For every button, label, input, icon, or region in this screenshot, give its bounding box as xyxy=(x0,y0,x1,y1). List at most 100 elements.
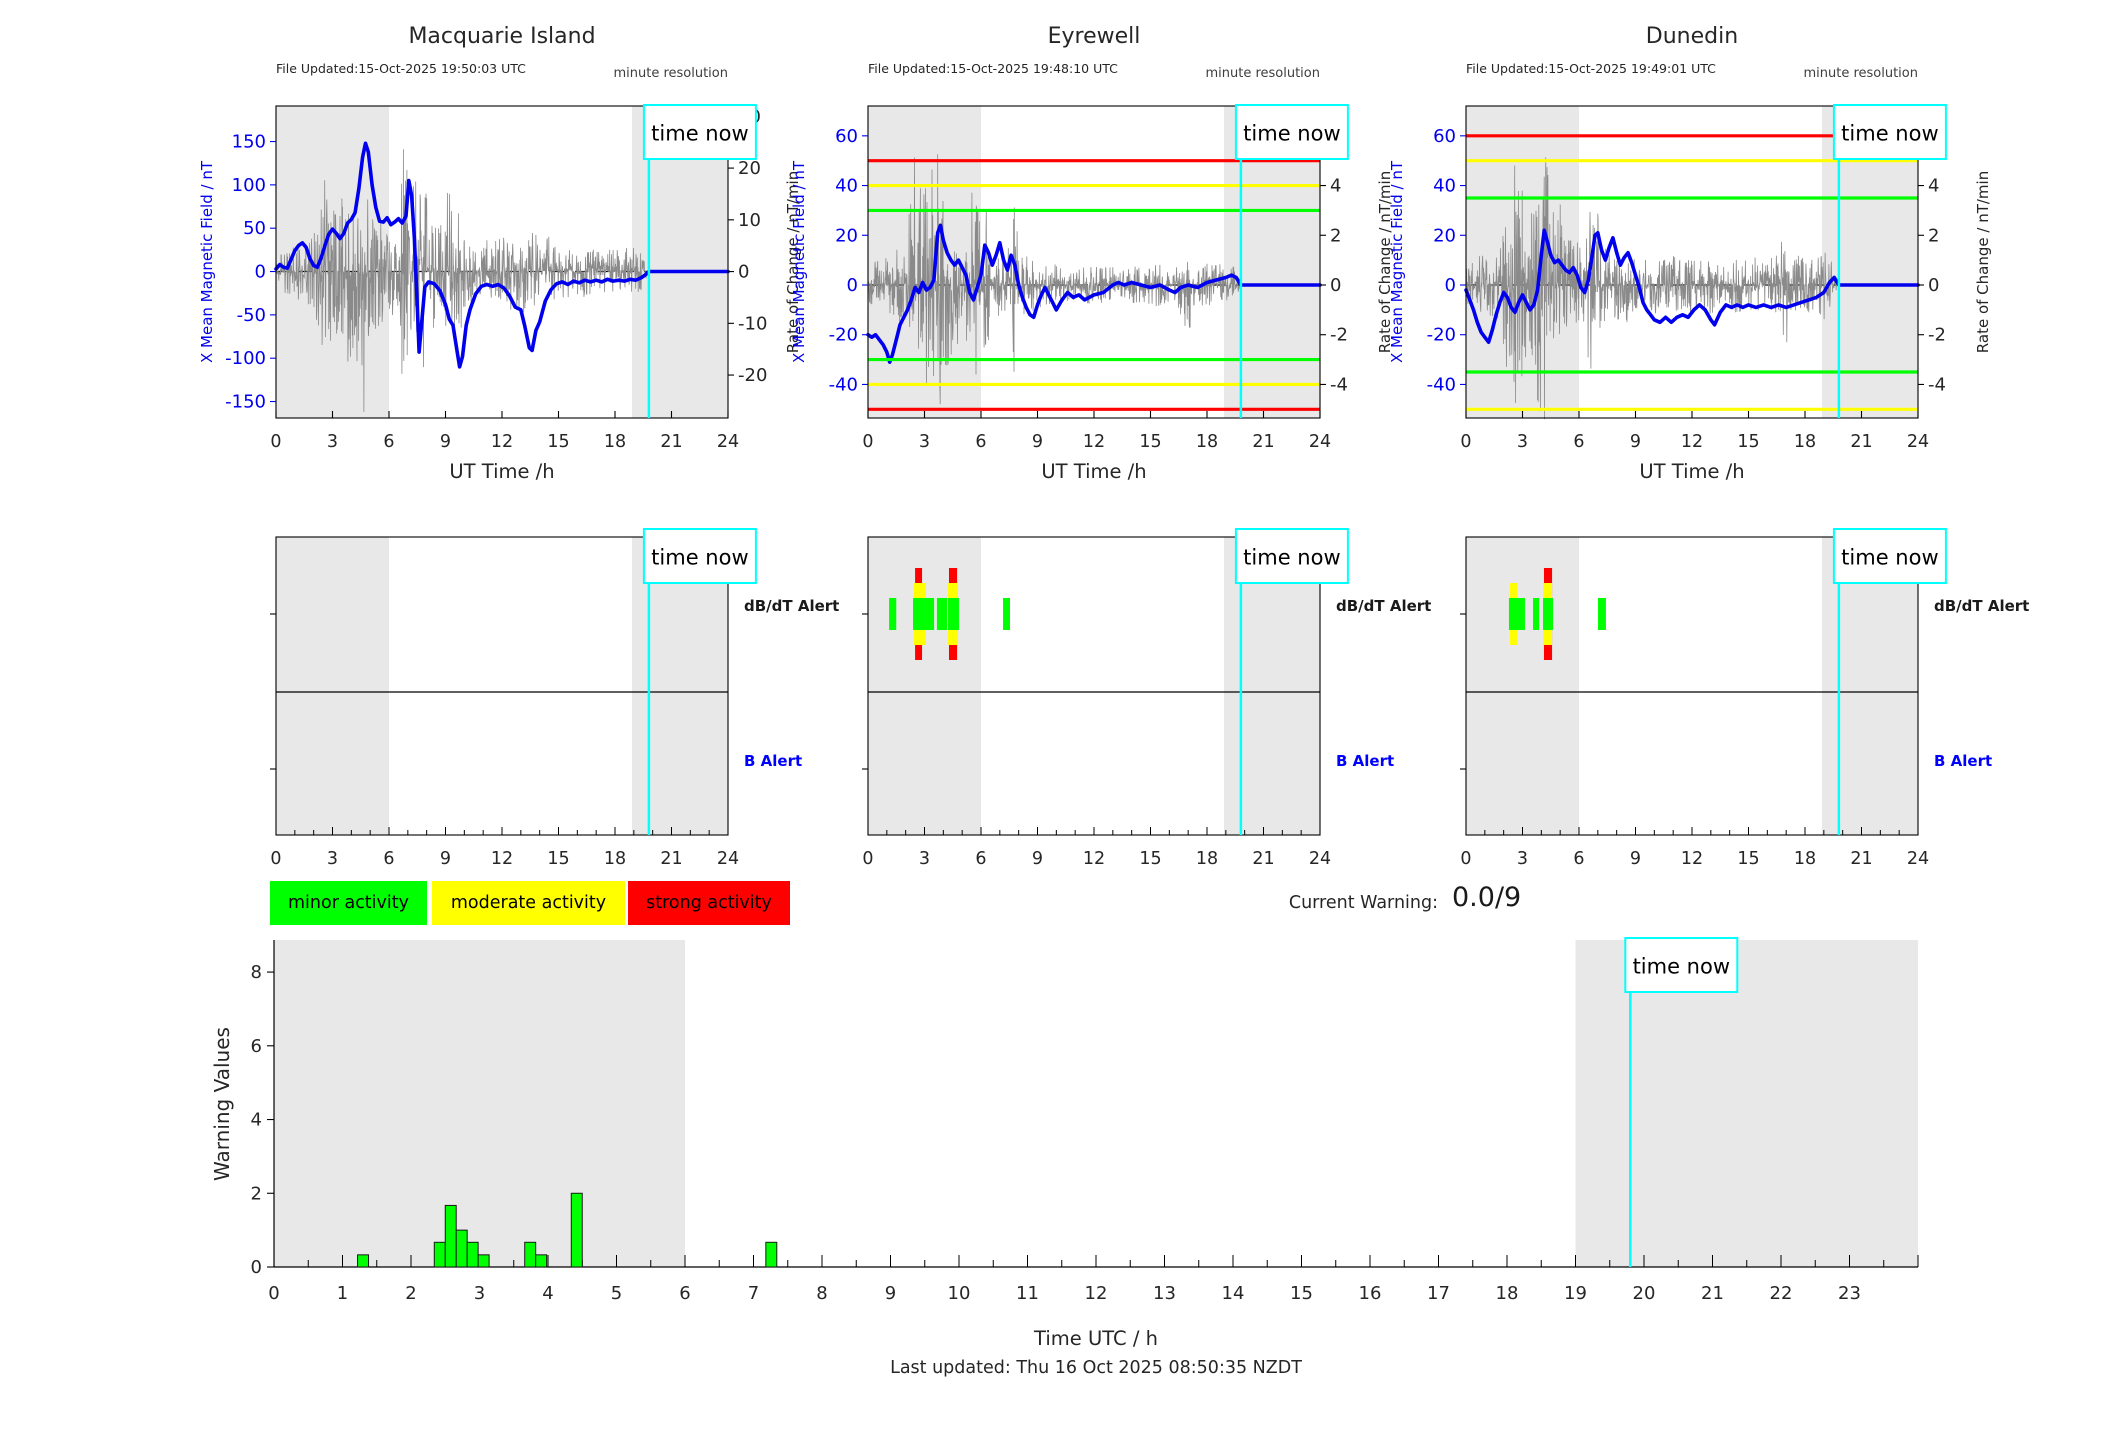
x-tick-label: 18 xyxy=(604,432,626,452)
x-tick-label: 18 xyxy=(1196,432,1218,452)
time-now-label: time now xyxy=(1243,122,1340,146)
x-tick-label: 6 xyxy=(383,432,394,452)
x-tick-label: 14 xyxy=(1222,1283,1245,1304)
warning-bar xyxy=(444,1204,457,1268)
x-tick-label: 0 xyxy=(862,432,873,452)
mean-field-line xyxy=(1464,228,1920,345)
x-tick-label: 6 xyxy=(975,432,986,452)
x-tick-label: 24 xyxy=(717,432,739,452)
alert-x-tick-label: 24 xyxy=(717,849,739,869)
alert-x-tick-label: 9 xyxy=(440,849,451,869)
alert-x-tick-label: 18 xyxy=(604,849,626,869)
y-left-tick-label: 0 xyxy=(847,275,858,296)
x-tick-label: 20 xyxy=(1633,1283,1656,1304)
y-left-tick-label: 50 xyxy=(243,218,266,239)
alert-x-tick-label: 18 xyxy=(1794,849,1816,869)
night-shading xyxy=(1466,537,1579,835)
b-alert-label: B Alert xyxy=(1336,752,1395,770)
x-tick-label: 22 xyxy=(1770,1283,1793,1304)
x-tick-label: 6 xyxy=(1573,432,1584,452)
dbdt-alert-label: dB/dT Alert xyxy=(744,597,840,615)
x-tick-label: 15 xyxy=(547,432,569,452)
warning-bar xyxy=(765,1241,778,1268)
alert-x-tick-label: 3 xyxy=(327,849,338,869)
alert-x-tick-label: 12 xyxy=(1083,849,1105,869)
y-axis-label-left: X Mean Magnetic Field / nT xyxy=(1388,160,1406,364)
alert-x-tick-label: 0 xyxy=(270,849,281,869)
x-tick-label: 9 xyxy=(440,432,451,452)
time-now-label: time now xyxy=(1841,546,1938,570)
y-right-tick-label: -10 xyxy=(738,313,767,334)
warning-bar xyxy=(357,1254,370,1268)
x-tick-label: 9 xyxy=(1630,432,1641,452)
x-tick-label: 24 xyxy=(1309,432,1331,452)
y-left-tick-label: 60 xyxy=(1433,126,1456,147)
alert-x-tick-label: 24 xyxy=(1907,849,1929,869)
current-warning-label: Current Warning: xyxy=(1288,893,1438,913)
x-tick-label: 3 xyxy=(327,432,338,452)
warning-bar xyxy=(455,1229,468,1268)
time-utc-axis-label: Time UTC / h xyxy=(1034,1327,1158,1350)
y-right-tick-label: 2 xyxy=(1330,225,1341,246)
warning-bar xyxy=(524,1241,537,1268)
dbdt-alert-mark-minor xyxy=(1533,598,1540,630)
macquarie-island-field-plot: 03691215182124150100500-50-100-150302010… xyxy=(225,104,767,452)
x-tick-label: 12 xyxy=(1681,432,1703,452)
y-left-tick-label: -40 xyxy=(829,374,858,395)
y-left-tick-label: 150 xyxy=(232,132,266,153)
x-tick-label: 23 xyxy=(1838,1283,1861,1304)
alert-x-tick-label: 12 xyxy=(1681,849,1703,869)
alert-x-tick-label: 9 xyxy=(1032,849,1043,869)
alert-x-tick-label: 18 xyxy=(1196,849,1218,869)
y-tick-label: 0 xyxy=(251,1257,262,1278)
rate-of-change-trace xyxy=(275,149,649,412)
minute-resolution-label: minute resolution xyxy=(1803,66,1918,81)
x-tick-label: 3 xyxy=(474,1283,485,1304)
file-updated-text: File Updated:15-Oct-2025 19:50:03 UTC xyxy=(276,61,526,76)
x-tick-label: 12 xyxy=(491,432,513,452)
eyrewell-alert-panel: 0 3 6 9 12 15 18 21 24 time now xyxy=(862,528,1349,869)
x-axis-label: UT Time /h xyxy=(449,460,555,483)
x-tick-label: 15 xyxy=(1737,432,1759,452)
y-left-tick-label: 60 xyxy=(835,126,858,147)
y-tick-label: 4 xyxy=(251,1110,262,1131)
x-tick-label: 21 xyxy=(1850,432,1872,452)
y-left-tick-label: 40 xyxy=(1433,176,1456,197)
x-tick-label: 21 xyxy=(1252,432,1274,452)
mean-field-line xyxy=(274,141,730,369)
x-tick-label: 3 xyxy=(1517,432,1528,452)
macquarie-island-alert-panel: 0 3 6 9 12 15 18 21 24 time now xyxy=(270,528,757,869)
y-left-tick-label: 0 xyxy=(1445,275,1456,296)
time-now-label: time now xyxy=(651,546,748,570)
dbdt-alert-mark-minor xyxy=(936,598,948,630)
dbdt-alert-mark-minor xyxy=(889,598,897,630)
y-axis-label-right: Rate of Change / nT/min xyxy=(1974,170,1992,354)
dbdt-alert-mark-minor xyxy=(1598,598,1606,630)
time-now-label: time now xyxy=(651,122,748,146)
night-shading xyxy=(1575,940,1918,1267)
x-tick-label: 24 xyxy=(1907,432,1929,452)
y-right-tick-label: 20 xyxy=(738,158,761,179)
alert-x-tick-label: 6 xyxy=(383,849,394,869)
alert-x-tick-label: 15 xyxy=(1737,849,1759,869)
x-tick-label: 21 xyxy=(660,432,682,452)
x-tick-label: 3 xyxy=(919,432,930,452)
x-tick-label: 0 xyxy=(270,432,281,452)
time-now-label: time now xyxy=(1841,122,1938,146)
mean-field-line xyxy=(866,223,1322,364)
x-tick-label: 9 xyxy=(1032,432,1043,452)
y-right-tick-label: -4 xyxy=(1928,374,1946,395)
y-left-tick-label: -40 xyxy=(1427,374,1456,395)
alert-x-tick-label: 15 xyxy=(1139,849,1161,869)
dbdt-alert-mark-minor xyxy=(1508,598,1525,630)
x-tick-label: 16 xyxy=(1359,1283,1382,1304)
night-shading xyxy=(274,940,685,1267)
minute-resolution-label: minute resolution xyxy=(1205,66,1320,81)
page-title: Eyrewell xyxy=(1047,24,1141,49)
y-left-tick-label: 40 xyxy=(835,176,858,197)
x-tick-label: 8 xyxy=(816,1283,827,1304)
y-left-tick-label: 20 xyxy=(1433,225,1456,246)
warning-values-axis-label: Warning Values xyxy=(210,1027,234,1181)
y-right-tick-label: 10 xyxy=(738,210,761,231)
